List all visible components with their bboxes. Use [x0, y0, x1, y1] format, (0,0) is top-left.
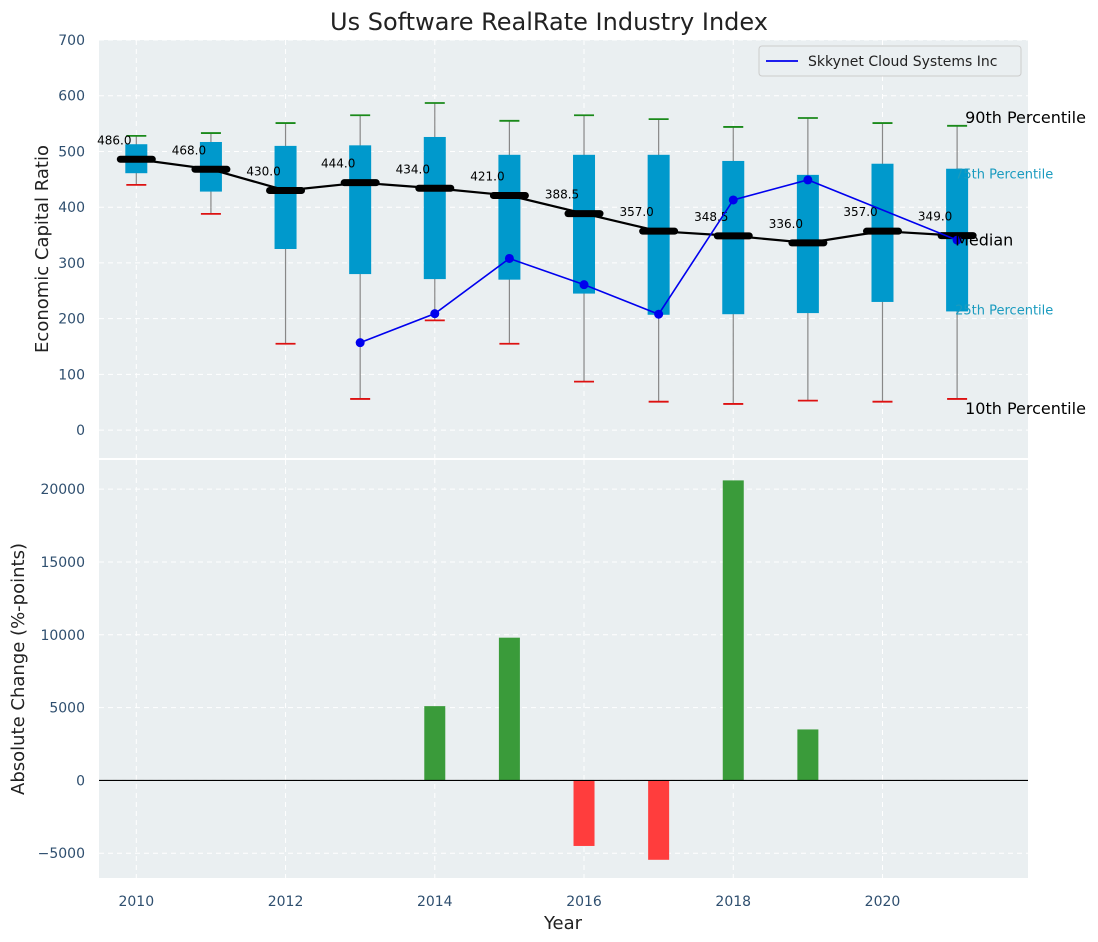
top-y-tick-label: 500 — [58, 144, 85, 160]
top-y-tick-label: 700 — [58, 33, 85, 49]
chart-title: Us Software RealRate Industry Index — [330, 8, 768, 36]
median-value-label: 421.0 — [470, 169, 504, 183]
change-bar — [797, 729, 819, 781]
change-bar — [498, 637, 520, 781]
top-y-tick-label: 600 — [58, 89, 85, 105]
top-y-tick-label: 400 — [58, 200, 85, 216]
iqr-box — [423, 136, 446, 280]
top-y-tick-label: 0 — [76, 423, 85, 439]
median-value-label: 349.0 — [918, 210, 952, 224]
company-series-point — [728, 195, 738, 205]
legend-series-label: Skkynet Cloud Systems Inc — [808, 54, 997, 70]
p75-label: 75th Percentile — [955, 168, 1053, 183]
p10-label: 10th Percentile — [965, 399, 1086, 418]
median-value-label: 444.0 — [321, 157, 355, 171]
median-value-label: 388.5 — [545, 188, 579, 202]
bottom-y-tick-label: 0 — [76, 773, 85, 789]
median-value-label: 336.0 — [769, 217, 803, 231]
company-series-point — [803, 175, 813, 185]
iqr-box — [349, 145, 372, 275]
iqr-box — [274, 145, 297, 249]
median-label: Median — [955, 231, 1013, 250]
legend-box — [758, 45, 1022, 77]
median-value-label: 434.0 — [396, 162, 430, 176]
company-series-point — [504, 253, 514, 263]
top-y-axis-title: Economic Capital Ratio — [32, 145, 53, 353]
top-y-tick-label: 100 — [58, 367, 85, 383]
x-tick-label: 2012 — [268, 894, 304, 910]
p90-label: 90th Percentile — [965, 108, 1086, 127]
top-y-tick-label: 300 — [58, 256, 85, 272]
x-tick-label: 2010 — [118, 894, 154, 910]
median-value-label: 357.0 — [843, 205, 877, 219]
bottom-y-axis-title: Absolute Change (%-points) — [8, 543, 29, 795]
bottom-y-tick-label: 15000 — [40, 555, 85, 571]
p25-label: 25th Percentile — [955, 303, 1053, 318]
median-value-label: 486.0 — [97, 133, 131, 147]
company-series-point — [654, 309, 664, 319]
x-tick-label: 2014 — [417, 894, 453, 910]
change-bar — [424, 706, 446, 781]
x-axis-title: Year — [543, 913, 583, 934]
change-bar — [648, 780, 670, 860]
change-bar — [573, 780, 595, 846]
median-value-label: 348.5 — [694, 210, 728, 224]
bottom-y-tick-label: 10000 — [40, 628, 85, 644]
top-y-tick-label: 200 — [58, 312, 85, 328]
median-value-label: 357.0 — [619, 205, 653, 219]
change-bar — [722, 480, 744, 781]
iqr-box — [498, 154, 521, 280]
x-tick-label: 2018 — [715, 894, 751, 910]
iqr-box — [573, 154, 596, 294]
company-series-point — [430, 309, 440, 319]
median-value-label: 468.0 — [172, 143, 206, 157]
bottom-plot-background — [99, 460, 1028, 878]
company-series-point — [355, 338, 365, 348]
company-series-point — [579, 280, 589, 290]
bottom-y-tick-label: 20000 — [40, 482, 85, 498]
bottom-y-tick-label: −5000 — [38, 846, 85, 862]
x-tick-label: 2016 — [566, 894, 602, 910]
company-series-point — [952, 235, 962, 245]
median-value-label: 430.0 — [246, 164, 280, 178]
x-tick-label: 2020 — [865, 894, 901, 910]
bottom-y-tick-label: 5000 — [49, 701, 85, 717]
iqr-box — [647, 154, 670, 315]
company-series-line — [359, 179, 958, 344]
